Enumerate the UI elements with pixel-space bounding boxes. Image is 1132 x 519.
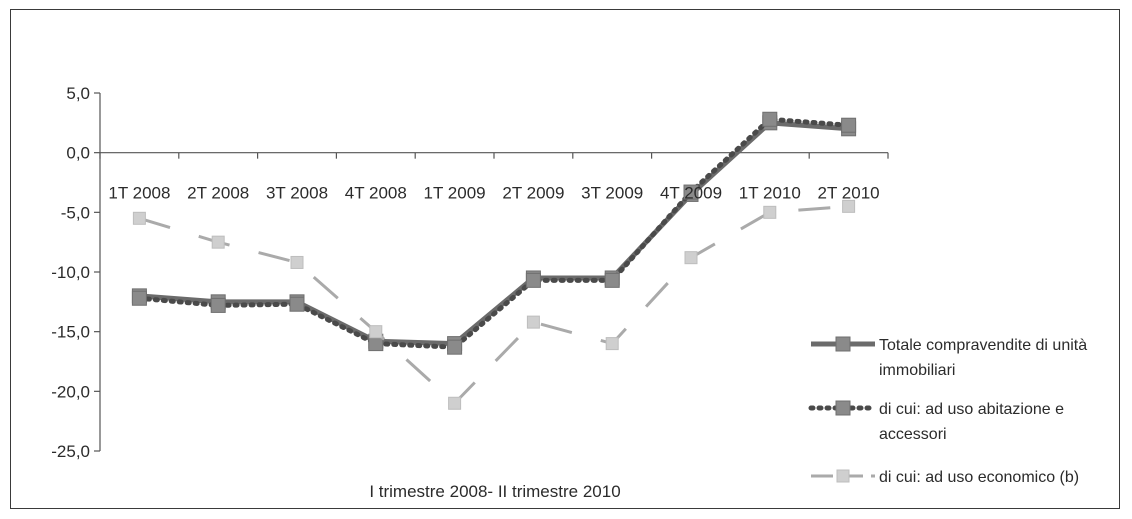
x-tick-label: 3T 2009 <box>581 184 643 203</box>
data-point <box>369 325 383 339</box>
y-tick-label: -10,0 <box>51 263 90 282</box>
y-tick-label: -5,0 <box>61 203 90 222</box>
y-tick-label: 5,0 <box>66 84 90 103</box>
y-tick-label: -20,0 <box>51 382 90 401</box>
data-point <box>683 184 699 200</box>
data-point <box>841 117 857 133</box>
data-point <box>447 339 463 355</box>
data-point <box>210 297 226 313</box>
data-point <box>684 251 698 265</box>
legend-label: immobiliari <box>879 362 955 379</box>
data-point <box>448 396 462 410</box>
x-tick-label: 3T 2008 <box>266 184 328 203</box>
data-point <box>762 111 778 127</box>
y-tick-label: 0,0 <box>66 144 90 163</box>
legend: Totale compravendite di unità immobiliari… <box>808 336 1087 486</box>
legend-marker <box>835 400 851 416</box>
data-point <box>526 315 540 329</box>
data-point <box>290 255 304 269</box>
legend-marker <box>836 469 850 483</box>
data-point <box>132 211 146 225</box>
data-point <box>211 235 225 249</box>
x-tick-label: 4T 2009 <box>660 184 722 203</box>
legend-label: Totale compravendite di unità <box>879 337 1087 354</box>
x-tick-label: 2T 2009 <box>502 184 564 203</box>
x-tick-label: 2T 2008 <box>187 184 249 203</box>
chart-frame: 5,0 0,0 -5,0 -10,0 -15,0 -20,0 -25,0 1T 2008 2T … <box>10 9 1120 509</box>
data-point <box>605 337 619 351</box>
legend-marker <box>835 336 851 352</box>
series-layer <box>131 111 857 410</box>
x-tick-label: 1T 2010 <box>739 184 801 203</box>
line-chart: 5,0 0,0 -5,0 -10,0 -15,0 -20,0 -25,0 1T 2008 2T … <box>51 84 1087 501</box>
data-point <box>131 290 147 306</box>
data-point <box>842 199 856 213</box>
x-tick-label: 1T 2008 <box>108 184 170 203</box>
data-point <box>525 272 541 288</box>
data-point <box>763 205 777 219</box>
y-tick-label: -15,0 <box>51 323 90 342</box>
data-point <box>289 296 305 312</box>
x-tick-label: 4T 2008 <box>345 184 407 203</box>
legend-label: di cui: ad uso economico (b) <box>879 469 1079 486</box>
legend-label: accessori <box>879 426 947 443</box>
y-tick-label: -25,0 <box>51 442 90 461</box>
x-axis-title: I trimestre 2008- II trimestre 2010 <box>369 482 620 501</box>
labels-layer: 5,0 0,0 -5,0 -10,0 -15,0 -20,0 -25,0 1T 2008 2T … <box>51 84 879 501</box>
legend-label: di cui: ad uso abitazione e <box>879 401 1064 418</box>
axes <box>94 92 889 452</box>
x-tick-label: 1T 2009 <box>424 184 486 203</box>
series-line-2 <box>136 116 852 350</box>
data-point <box>604 272 620 288</box>
x-tick-label: 2T 2010 <box>818 184 880 203</box>
data-point <box>368 336 384 352</box>
